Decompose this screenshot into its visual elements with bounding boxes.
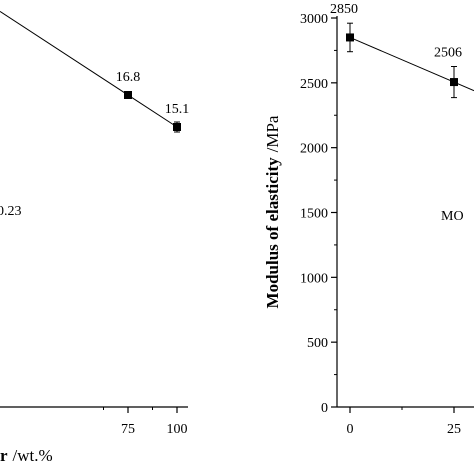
right-y-label-unit: /MPa xyxy=(263,115,282,152)
right-data-point xyxy=(450,78,458,87)
right-y-axis-label: Modulus of elasticity/MPa xyxy=(263,115,282,308)
right-y-tick-label: 500 xyxy=(307,336,328,351)
right-data-label: 2506 xyxy=(434,45,462,60)
left-x-tick-label: 75 xyxy=(121,422,135,437)
left-fit-line xyxy=(0,10,178,128)
right-y-tick-label: 1500 xyxy=(300,207,328,222)
right-x-tick-label: 25 xyxy=(447,422,461,437)
right-y-tick-label: 2000 xyxy=(300,142,328,157)
left-x-label-fragment: r xyxy=(0,446,8,465)
left-x-tick-label: 100 xyxy=(167,422,188,437)
right-data-label: 2850 xyxy=(330,2,358,17)
left-data-point xyxy=(173,123,181,131)
right-y-tick-label: 3000 xyxy=(300,12,328,27)
right-y-tick-label: 1000 xyxy=(300,271,328,286)
right-y-label-text: Modulus of elasticity xyxy=(263,157,282,309)
left-x-axis-label: r/wt.% xyxy=(0,446,53,465)
right-y-tick-label: 0 xyxy=(321,401,328,416)
right-data-point xyxy=(346,33,354,42)
left-x-label-unit: /wt.% xyxy=(13,446,53,465)
right-annotation: MO xyxy=(441,209,464,224)
right-x-tick-label: 0 xyxy=(347,422,354,437)
left-data-point xyxy=(124,91,132,99)
left-data-label: 16.8 xyxy=(116,70,141,85)
left-annotation: 0.23 xyxy=(0,204,22,219)
right-y-tick-label: 2500 xyxy=(300,77,328,92)
left-data-label: 15.1 xyxy=(165,102,190,117)
